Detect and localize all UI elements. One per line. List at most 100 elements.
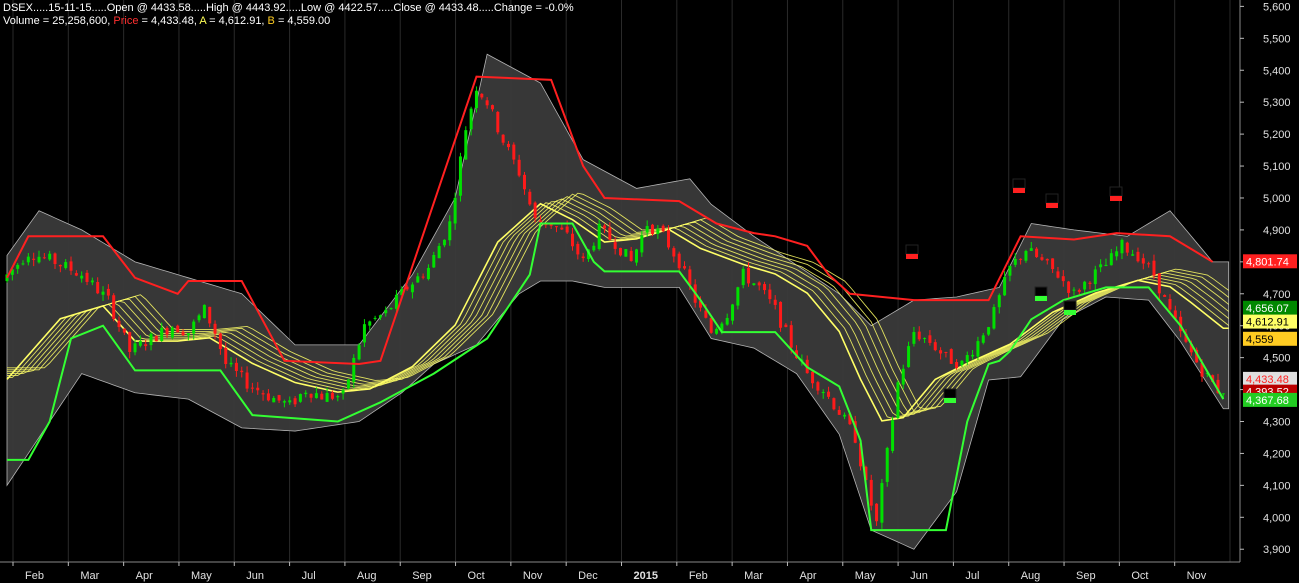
candle-body xyxy=(85,272,89,282)
candle-body xyxy=(667,230,671,248)
candle-body xyxy=(859,443,863,467)
candle-body xyxy=(912,332,916,344)
candle-body xyxy=(570,233,574,247)
signal-marker xyxy=(944,398,956,403)
ohlc-header: DSEX.....15-11-15.....Open @ 4433.58....… xyxy=(3,2,574,15)
ohlc-summary: DSEX.....15-11-15.....Open @ 4433.58....… xyxy=(3,2,574,14)
candle-body xyxy=(1115,251,1119,257)
candle-body xyxy=(661,225,665,232)
volume-text: Volume = 25,258,600, xyxy=(3,15,114,27)
candle-body xyxy=(112,295,116,320)
value-tag-label: 4,801.74 xyxy=(1246,256,1289,268)
candle-body xyxy=(715,328,719,334)
candle-body xyxy=(933,342,937,351)
candle-body xyxy=(282,401,286,403)
candle-body xyxy=(218,333,222,350)
value-tags: 4,801.74 4,656.07 4,612.91 4,559 4,433.48 4,3… xyxy=(1243,254,1297,407)
candle-body xyxy=(240,370,244,373)
x-tick-label: Apr xyxy=(799,570,816,582)
candle-body xyxy=(1072,289,1076,291)
candle-body xyxy=(1024,250,1028,261)
x-tick-label: Nov xyxy=(1187,570,1207,582)
candle-body xyxy=(10,269,14,275)
candle-body xyxy=(336,396,340,398)
candle-body xyxy=(357,345,361,360)
candle-body xyxy=(891,420,895,451)
candle-body xyxy=(224,348,228,365)
candle-body xyxy=(368,321,372,326)
candle-body xyxy=(907,346,911,368)
candle-body xyxy=(346,379,350,389)
ema-line xyxy=(7,198,1229,416)
candle-body xyxy=(229,362,233,365)
candle-body xyxy=(144,344,148,347)
candle-body xyxy=(741,268,745,286)
signal-marker xyxy=(1035,296,1047,301)
candle-body xyxy=(512,144,516,160)
candle-body xyxy=(944,351,948,353)
candle-body xyxy=(821,391,825,394)
candle-body xyxy=(405,286,409,290)
candle-body xyxy=(1045,258,1049,261)
candle-body xyxy=(608,227,612,240)
candle-body xyxy=(32,258,36,260)
a-text: = 4,612.91, xyxy=(206,15,268,27)
candle-body xyxy=(154,335,158,342)
candle-body xyxy=(90,280,94,283)
y-axis: 5,600 5,500 5,400 5,300 5,200 5,100 5,000 4,900… xyxy=(1239,0,1291,562)
candle-body xyxy=(1104,264,1108,267)
candle-body xyxy=(1051,258,1055,270)
signal-box xyxy=(1063,300,1077,311)
candle-body xyxy=(421,276,425,278)
candle-body xyxy=(688,269,692,285)
candle-body xyxy=(1083,281,1087,290)
candle-body xyxy=(42,257,46,259)
candle-body xyxy=(506,143,510,148)
candle-body xyxy=(373,317,377,319)
candle-body xyxy=(720,323,724,332)
candle-body xyxy=(565,226,569,233)
candle-body xyxy=(1131,254,1135,256)
candle-body xyxy=(549,223,553,226)
candle-body xyxy=(896,382,900,418)
candle-body xyxy=(837,409,841,415)
x-tick-label: Aug xyxy=(1021,570,1041,582)
x-tick-label: Oct xyxy=(1131,570,1148,582)
candle-body xyxy=(69,261,73,271)
candle-body xyxy=(245,372,249,389)
candle-body xyxy=(965,355,969,363)
candle-body xyxy=(848,413,852,425)
candle-body xyxy=(731,304,735,321)
y-tick-label: 5,300 xyxy=(1263,97,1291,109)
candle-body xyxy=(1120,239,1124,254)
candle-body xyxy=(875,503,879,522)
candle-body xyxy=(58,264,62,267)
candle-body xyxy=(656,228,660,234)
candle-body xyxy=(442,239,446,246)
candle-body xyxy=(704,310,708,318)
candle-body xyxy=(1040,257,1044,260)
candle-body xyxy=(747,267,751,284)
candle-body xyxy=(106,288,110,296)
value-tag-label: 4,612.91 xyxy=(1246,317,1289,329)
value-tag-label: 4,656.07 xyxy=(1246,303,1289,315)
candle-body xyxy=(1163,294,1167,297)
candle-body xyxy=(997,295,1001,308)
candle-body xyxy=(170,327,174,338)
candle-body xyxy=(955,362,959,368)
candle-body xyxy=(48,253,52,260)
price-label: Price xyxy=(113,15,139,27)
y-tick-label: 5,200 xyxy=(1263,129,1291,141)
ema-line xyxy=(7,201,1229,418)
candle-body xyxy=(827,391,831,397)
x-tick-label: Jun xyxy=(910,570,928,582)
candles xyxy=(5,86,1225,529)
candle-body xyxy=(117,320,121,328)
candle-body xyxy=(683,266,687,269)
candle-body xyxy=(768,289,772,300)
candle-body xyxy=(784,324,788,327)
y-tick-label: 5,500 xyxy=(1263,33,1291,45)
x-tick-label: Feb xyxy=(25,570,44,582)
candle-body xyxy=(1088,282,1092,284)
